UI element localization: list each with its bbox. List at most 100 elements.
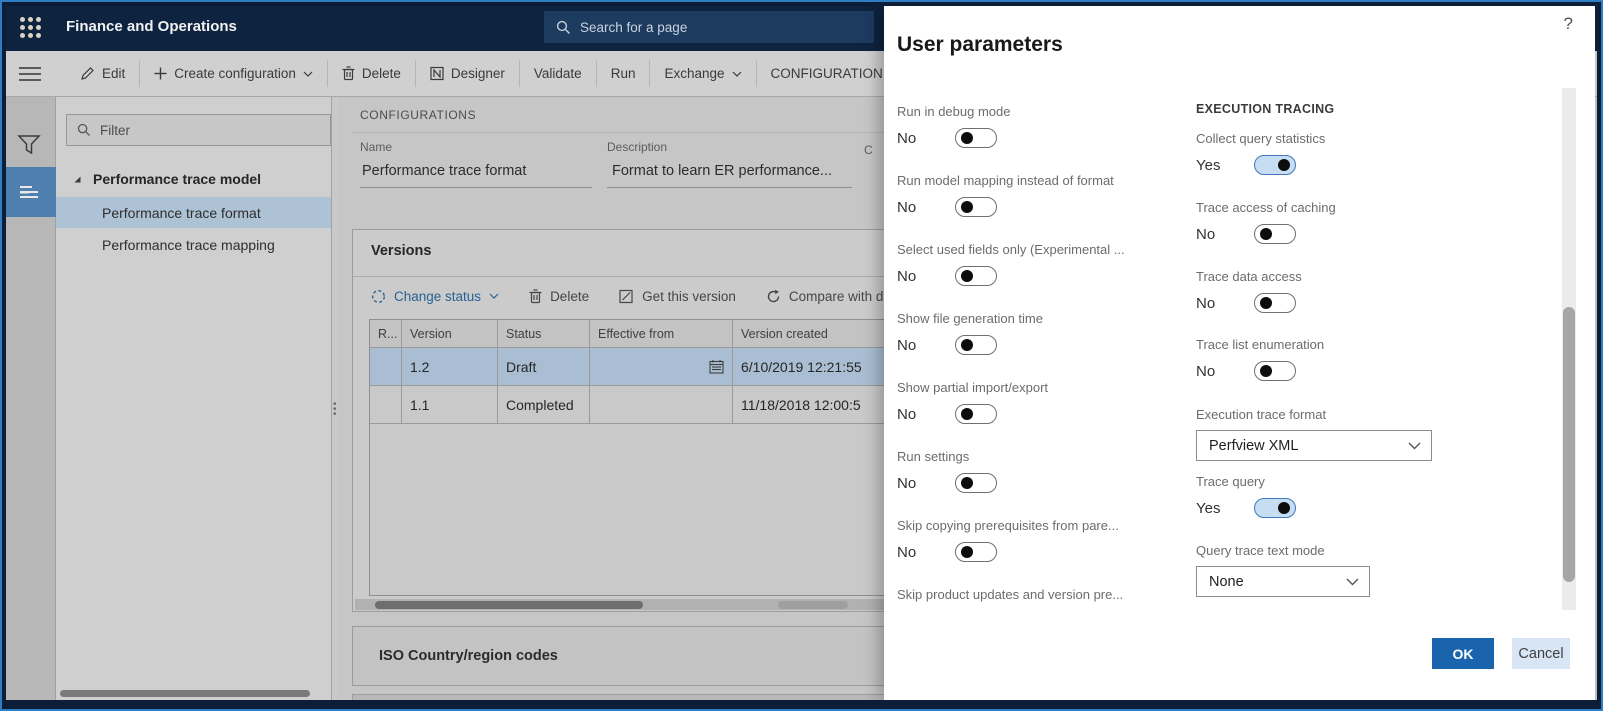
configuration-tree-panel: Filter Performance trace model Performan… — [56, 97, 332, 702]
edit-box-icon — [619, 289, 634, 304]
param-run-settings: Run settings No — [897, 449, 1197, 493]
create-configuration-button[interactable]: Create configuration — [140, 51, 327, 96]
name-field-underline — [360, 187, 592, 188]
run-button[interactable]: Run — [610, 66, 636, 81]
validate-button[interactable]: Validate — [533, 66, 582, 81]
column-header-record[interactable]: R... — [370, 320, 402, 347]
name-field-value[interactable]: Performance trace format — [362, 163, 527, 179]
panel-divider — [353, 276, 1341, 277]
param-trace-access-of-caching: Trace access of caching No — [1196, 200, 1336, 244]
configuration-tab[interactable]: CONFIGURATION — [770, 66, 883, 81]
effective-from-cell[interactable] — [590, 386, 733, 423]
cancel-button[interactable]: Cancel — [1512, 638, 1570, 669]
filter-funnel-icon[interactable] — [16, 133, 42, 157]
column-header-effective-from[interactable]: Effective from — [590, 320, 733, 347]
edit-button[interactable]: Edit — [66, 51, 139, 96]
tree-horizontal-scrollbar[interactable] — [58, 689, 318, 698]
record-cell[interactable] — [370, 348, 402, 385]
version-created-cell[interactable]: 6/10/2019 12:21:55 — [741, 358, 862, 375]
designer-button[interactable]: Designer — [416, 51, 519, 96]
status-cell[interactable]: Completed — [498, 386, 590, 423]
toggle-run-model-mapping[interactable] — [955, 197, 997, 217]
tree-node-performance-trace-format[interactable]: Performance trace format — [56, 197, 331, 228]
delete-version-button[interactable]: Delete — [529, 289, 589, 304]
change-status-icon — [371, 289, 386, 304]
chevron-down-icon — [489, 293, 499, 299]
description-field-underline — [607, 187, 852, 188]
search-placeholder: Search for a page — [580, 19, 688, 35]
name-field-label: Name — [360, 140, 393, 154]
dialog-vertical-scrollbar[interactable] — [1562, 88, 1576, 610]
get-this-version-button[interactable]: Get this version — [619, 289, 736, 304]
compare-with-draft-button[interactable]: Compare with d — [766, 289, 883, 304]
column-header-status[interactable]: Status — [498, 320, 590, 347]
search-icon — [556, 20, 571, 35]
version-cell[interactable]: 1.1 — [402, 386, 498, 423]
toggle-trace-data-access[interactable] — [1254, 293, 1296, 313]
plus-icon — [154, 67, 167, 80]
description-field-value[interactable]: Format to learn ER performance... — [612, 163, 832, 179]
toggle-show-partial-import-export[interactable] — [955, 404, 997, 424]
param-show-file-generation-time: Show file generation time No — [897, 311, 1043, 355]
filter-input[interactable]: Filter — [66, 114, 331, 146]
search-input[interactable]: Search for a page — [544, 11, 874, 43]
column-header-version[interactable]: Version — [402, 320, 498, 347]
param-run-in-debug-mode: Run in debug mode No — [897, 104, 1011, 148]
execution-trace-format-select[interactable]: Perfview XML — [1196, 430, 1432, 461]
panel-splitter[interactable]: • • • — [332, 97, 338, 702]
record-cell[interactable] — [370, 386, 402, 423]
query-trace-text-mode-select[interactable]: None — [1196, 566, 1370, 597]
scrollbar-thumb[interactable] — [1563, 307, 1575, 582]
designer-icon — [430, 66, 444, 81]
version-created-cell[interactable]: 11/18/2018 12:00:5 — [741, 396, 861, 413]
rail-item-configurations[interactable] — [2, 167, 56, 217]
column-header-version-created[interactable]: Version created — [741, 326, 828, 341]
table-row[interactable]: 1.1 Completed 11/18/2018 12:00:5 — [370, 386, 1326, 424]
versions-horizontal-scrollbar[interactable] — [355, 599, 1341, 610]
scrollbar-thumb[interactable] — [778, 601, 848, 609]
help-icon[interactable]: ? — [1563, 14, 1573, 33]
param-collect-query-statistics: Collect query statistics Yes — [1196, 131, 1326, 175]
toggle-select-used-fields-only[interactable] — [955, 266, 997, 286]
param-trace-data-access: Trace data access No — [1196, 269, 1302, 313]
user-parameters-dialog: ? User parameters Run in debug mode No R… — [884, 6, 1595, 700]
section-divider — [352, 132, 1342, 133]
trash-icon — [342, 66, 355, 81]
effective-from-cell[interactable] — [590, 348, 733, 385]
toggle-trace-access-of-caching[interactable] — [1254, 224, 1296, 244]
list-lines-icon — [16, 183, 42, 201]
param-skip-copying-prerequisites: Skip copying prerequisites from pare... … — [897, 518, 1119, 562]
delete-button[interactable]: Delete — [328, 51, 415, 96]
calendar-icon[interactable] — [709, 359, 724, 374]
chevron-down-icon — [732, 71, 742, 77]
exchange-button[interactable]: Exchange — [650, 51, 755, 96]
ok-button[interactable]: OK — [1432, 638, 1494, 669]
tree-node-performance-trace-model[interactable]: Performance trace model — [56, 163, 331, 195]
toggle-trace-list-enumeration[interactable] — [1254, 361, 1296, 381]
param-trace-query: Trace query Yes — [1196, 474, 1456, 518]
toggle-run-in-debug-mode[interactable] — [955, 128, 997, 148]
param-execution-trace-format: Execution trace format Perfview XML — [1196, 407, 1456, 461]
versions-panel-title: Versions — [371, 243, 432, 259]
scrollbar-thumb[interactable] — [375, 601, 643, 609]
tree-expand-icon[interactable] — [72, 174, 82, 184]
toggle-collect-query-statistics[interactable] — [1254, 155, 1296, 175]
iso-panel-title: ISO Country/region codes — [379, 648, 558, 664]
waffle-menu-icon[interactable] — [18, 15, 42, 39]
toggle-skip-copying-prerequisites[interactable] — [955, 542, 997, 562]
change-status-button[interactable]: Change status — [371, 289, 499, 304]
app-title: Finance and Operations — [66, 18, 237, 35]
version-cell[interactable]: 1.2 — [402, 348, 498, 385]
status-cell[interactable]: Draft — [498, 348, 590, 385]
description-field-label: Description — [607, 140, 668, 154]
param-select-used-fields-only: Select used fields only (Experimental ..… — [897, 242, 1125, 286]
toggle-show-file-generation-time[interactable] — [955, 335, 997, 355]
filter-placeholder: Filter — [100, 122, 130, 138]
tree-node-performance-trace-mapping[interactable]: Performance trace mapping — [102, 236, 275, 253]
hamburger-menu-icon[interactable] — [18, 63, 42, 85]
param-query-trace-text-mode: Query trace text mode None — [1196, 543, 1456, 597]
trash-icon — [529, 288, 542, 304]
toggle-run-settings[interactable] — [955, 473, 997, 493]
refresh-compare-icon — [766, 289, 781, 304]
toggle-trace-query[interactable] — [1254, 498, 1296, 518]
